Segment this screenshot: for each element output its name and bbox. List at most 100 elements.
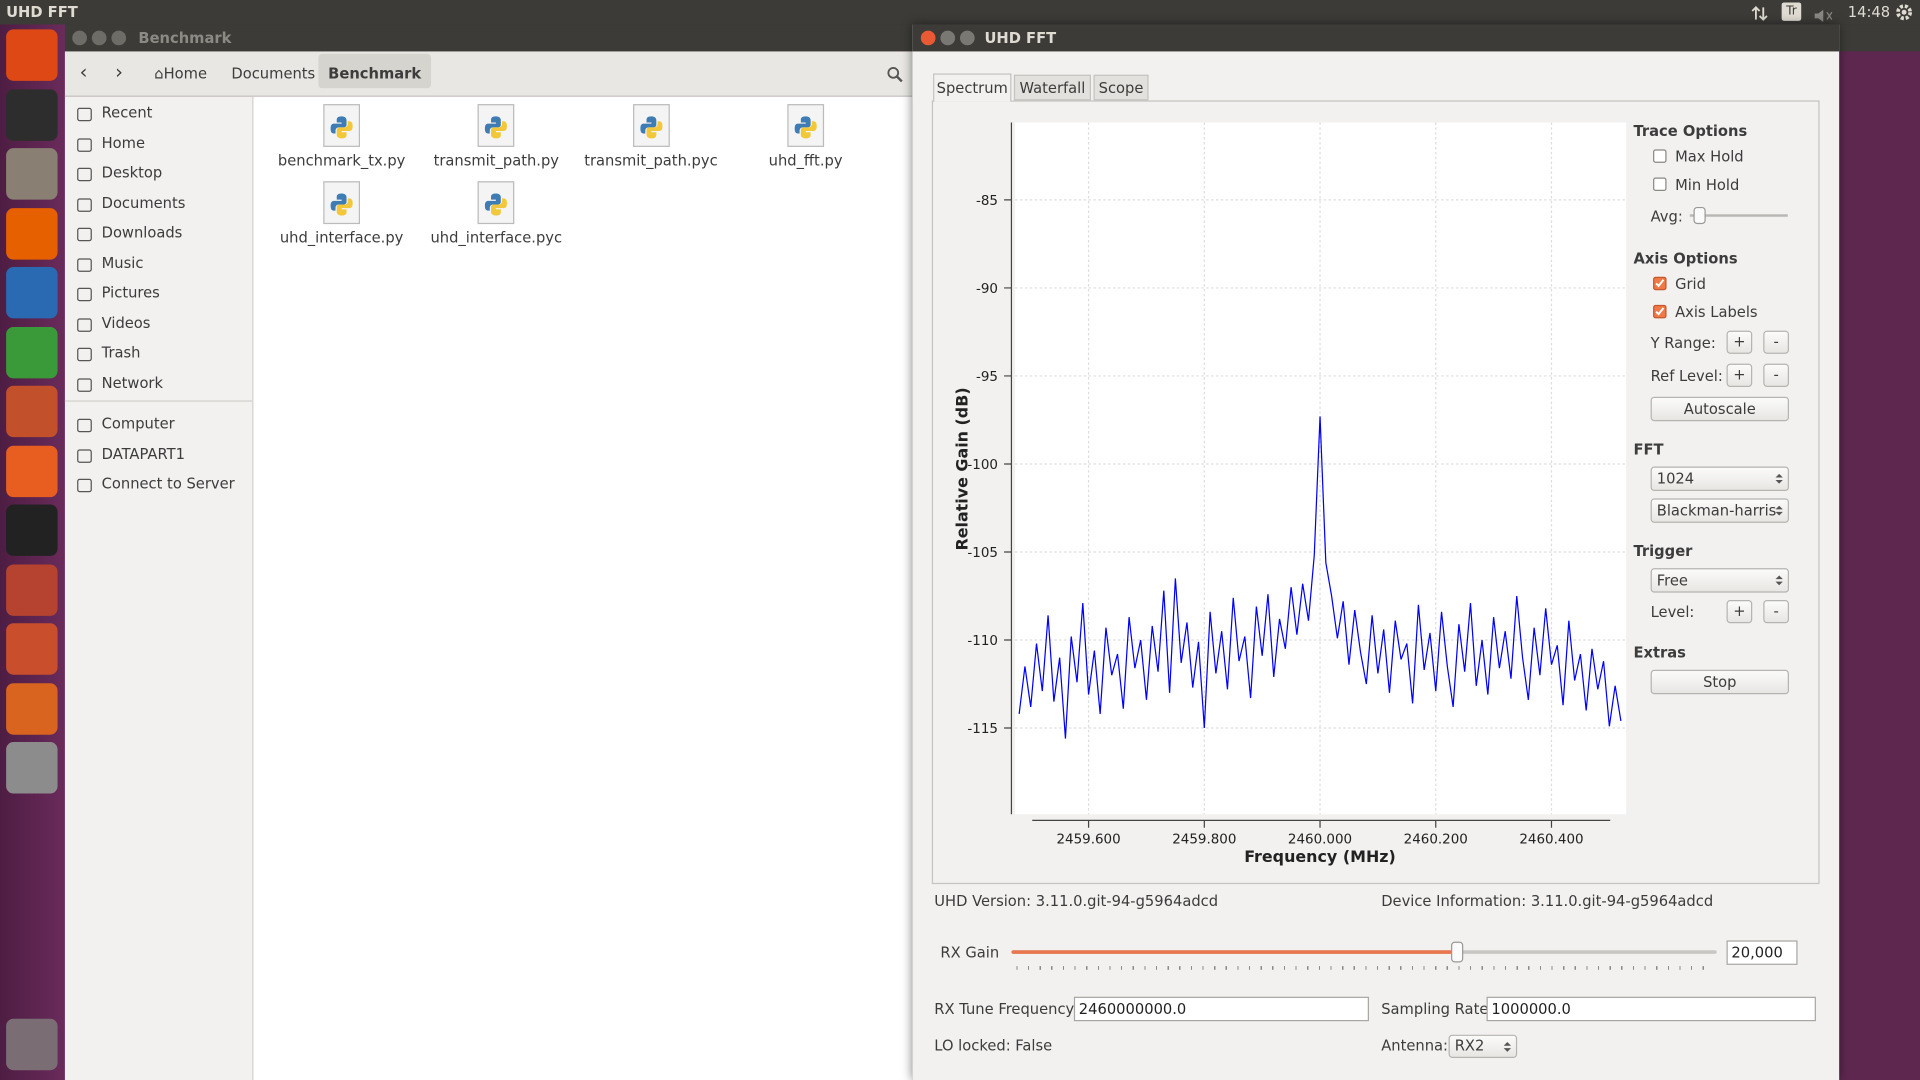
stop-button[interactable]: Stop [1650,669,1789,695]
file-name[interactable]: benchmark_tx.py [277,151,406,169]
keyboard-indicator[interactable]: Tr [1781,2,1802,21]
combo-value[interactable]: Free [1656,571,1688,589]
file-icon[interactable] [477,181,515,225]
file-name[interactable]: transmit_path.py [433,151,559,169]
file-name[interactable]: uhd_fft.py [768,151,843,169]
launcher-icon[interactable] [6,29,58,81]
checkbox[interactable] [1653,149,1667,163]
checkbox[interactable] [1653,304,1667,319]
network-icon[interactable] [1751,4,1768,21]
fft-size-combo[interactable]: 1024 [1650,466,1789,492]
sidebar-icon[interactable] [77,197,92,212]
combo-value[interactable]: Blackman-harris [1656,502,1777,520]
slider-handle[interactable] [1693,206,1706,225]
window-combo[interactable]: Blackman-harris [1650,498,1789,523]
file-name[interactable]: uhd_interface.pyc [430,228,563,247]
launcher-icon[interactable] [6,326,58,378]
file-icon[interactable] [323,181,361,225]
settings-icon[interactable] [1894,2,1914,26]
antenna-combo[interactable]: RX2 [1448,1034,1518,1058]
tab[interactable]: Scope [1093,74,1149,101]
checkbox[interactable] [1653,177,1667,192]
combo-value[interactable]: 1024 [1656,470,1695,488]
back-button[interactable]: ‹ [79,60,88,84]
forward-button[interactable]: › [115,60,123,84]
sidebar-icon[interactable] [77,257,92,272]
minimize-button[interactable] [91,30,107,46]
launcher-icon[interactable] [6,385,58,438]
combo-value[interactable]: RX2 [1454,1037,1485,1055]
clock[interactable]: 14:48 [1847,3,1891,21]
launcher-icon[interactable] [6,563,58,616]
close-button[interactable] [920,30,936,46]
file-icon[interactable] [323,104,361,147]
launcher-icon[interactable] [6,207,58,259]
checkbox-label[interactable]: Min Hold [1675,176,1740,194]
sidebar-icon[interactable] [77,227,92,242]
sidebar-item[interactable]: Desktop [101,164,163,182]
ref-level-minus[interactable]: - [1763,363,1789,387]
breadcrumb[interactable]: ⌂Home [154,64,208,83]
launcher-icon[interactable] [6,623,58,675]
breadcrumb[interactable]: Documents [231,64,316,83]
sidebar-item[interactable]: Connect to Server [101,475,235,493]
y-range-plus[interactable]: + [1726,330,1753,354]
spinbox-value[interactable]: 20,000 [1731,944,1783,962]
maximize-button[interactable] [111,30,127,46]
sidebar-item[interactable]: Trash [101,344,141,362]
slider-handle[interactable] [1451,941,1464,963]
launcher-icon[interactable] [6,445,58,497]
sidebar-item[interactable]: DATAPART1 [101,445,185,463]
launcher-icon[interactable] [6,682,58,735]
checkbox-label[interactable]: Axis Labels [1675,303,1758,321]
sidebar-item[interactable]: Recent [101,104,153,122]
sidebar-item[interactable]: Downloads [101,224,183,242]
sidebar-icon[interactable] [77,478,92,493]
sidebar-icon[interactable] [77,377,92,392]
sidebar-item[interactable]: Home [101,134,146,152]
level-plus[interactable]: + [1726,600,1753,624]
checkbox-label[interactable]: Max Hold [1675,148,1744,166]
level-minus[interactable]: - [1763,600,1789,624]
breadcrumb-current[interactable]: Benchmark [318,53,432,89]
rx-tune-entry[interactable]: 2460000000.0 [1073,996,1369,1022]
sampling-rate-entry[interactable]: 1000000.0 [1486,996,1816,1022]
minimize-button[interactable] [940,30,956,46]
sidebar-icon[interactable] [77,107,92,122]
sidebar-item[interactable]: Pictures [101,284,160,302]
file-icon[interactable] [787,104,824,147]
autoscale-button[interactable]: Autoscale [1650,396,1789,422]
tab[interactable]: Waterfall [1013,74,1092,101]
sidebar-item[interactable]: Computer [101,415,175,433]
sidebar-icon[interactable] [77,418,92,433]
launcher-icon[interactable] [6,266,58,319]
trash-icon[interactable] [6,1018,58,1071]
sound-icon[interactable] [1813,5,1833,28]
close-button[interactable] [72,30,87,46]
tab-active[interactable]: Spectrum [933,73,1012,102]
rx-gain-spinbox[interactable]: 20,000 [1726,940,1798,965]
launcher-icon[interactable] [6,148,58,200]
file-icon[interactable] [632,104,670,147]
file-icon[interactable] [477,104,515,147]
launcher-icon[interactable] [6,504,58,556]
trigger-combo[interactable]: Free [1650,568,1789,593]
sidebar-icon[interactable] [77,448,92,463]
sidebar-icon[interactable] [77,137,92,152]
search-button[interactable] [887,65,904,88]
file-name[interactable]: transmit_path.pyc [584,151,718,169]
launcher-icon[interactable] [6,88,58,141]
maximize-button[interactable] [960,30,975,46]
checkbox-label[interactable]: Grid [1675,275,1706,293]
launcher-icon[interactable] [6,742,58,794]
sidebar-icon[interactable] [77,287,92,302]
file-name[interactable]: uhd_interface.py [279,228,404,247]
avg-slider[interactable] [1689,214,1788,217]
sidebar-icon[interactable] [77,167,92,182]
sidebar-item[interactable]: Music [101,254,144,272]
breadcrumb-label[interactable]: Home [163,64,208,83]
sidebar-icon[interactable] [77,347,92,362]
sidebar-icon[interactable] [77,317,92,332]
sidebar-item[interactable]: Network [101,374,163,392]
sidebar-item[interactable]: Documents [101,194,186,212]
